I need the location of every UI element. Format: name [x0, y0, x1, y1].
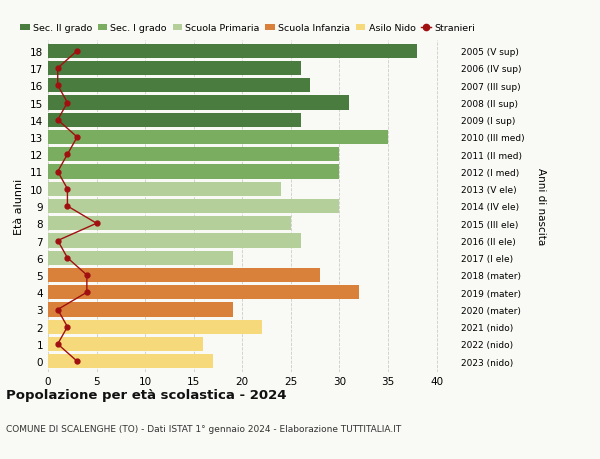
Bar — [48, 285, 359, 300]
Bar — [48, 320, 262, 334]
Bar — [48, 200, 340, 213]
Bar — [48, 303, 233, 317]
Bar — [48, 354, 213, 369]
Bar — [48, 182, 281, 196]
Y-axis label: Anni di nascita: Anni di nascita — [536, 168, 545, 245]
Bar — [48, 234, 301, 248]
Bar — [48, 96, 349, 110]
Bar — [48, 148, 340, 162]
Bar — [48, 165, 340, 179]
Legend: Sec. II grado, Sec. I grado, Scuola Primaria, Scuola Infanzia, Asilo Nido, Stran: Sec. II grado, Sec. I grado, Scuola Prim… — [20, 24, 475, 34]
Bar — [48, 131, 388, 145]
Y-axis label: Età alunni: Età alunni — [14, 179, 25, 235]
Text: Popolazione per età scolastica - 2024: Popolazione per età scolastica - 2024 — [6, 388, 287, 401]
Text: COMUNE DI SCALENGHE (TO) - Dati ISTAT 1° gennaio 2024 - Elaborazione TUTTITALIA.: COMUNE DI SCALENGHE (TO) - Dati ISTAT 1°… — [6, 425, 401, 434]
Bar — [48, 113, 301, 128]
Bar — [48, 62, 301, 76]
Bar — [48, 79, 310, 93]
Bar — [48, 251, 233, 265]
Bar — [48, 269, 320, 282]
Bar — [48, 337, 203, 351]
Bar — [48, 45, 417, 59]
Bar — [48, 217, 291, 231]
